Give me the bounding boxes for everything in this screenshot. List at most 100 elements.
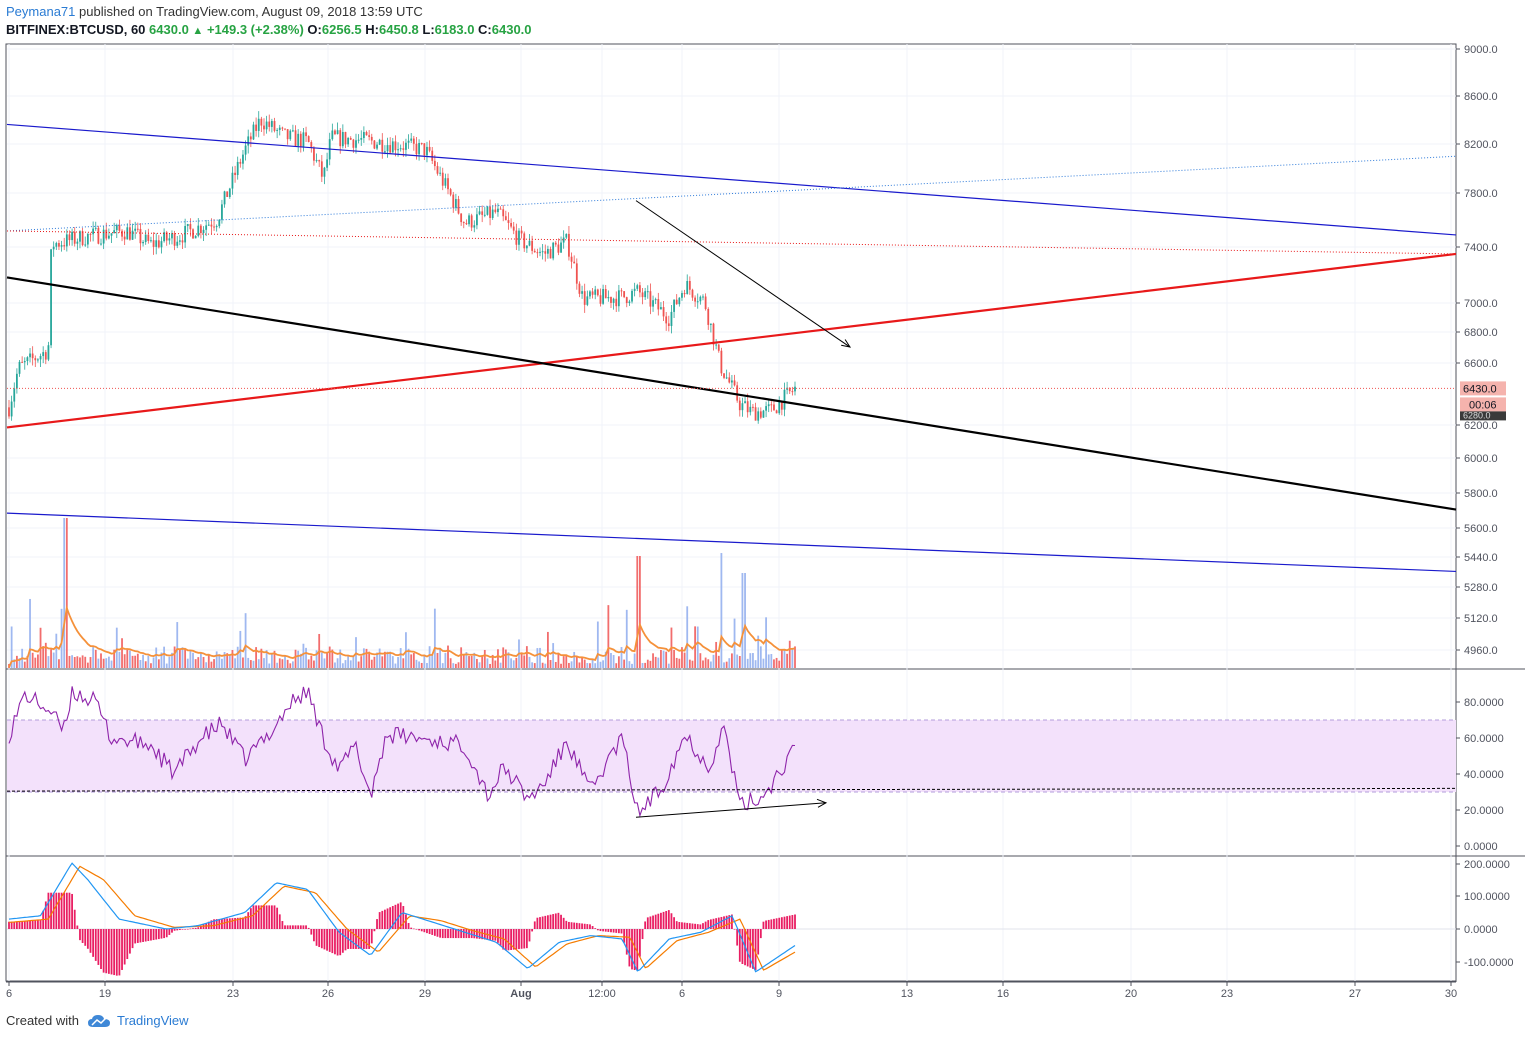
macd-histogram-bar — [581, 923, 583, 929]
volume-bar — [123, 654, 126, 668]
volume-bar — [481, 655, 484, 668]
candle-body — [207, 224, 210, 226]
volume-bar — [617, 656, 620, 668]
volume-bar — [520, 652, 523, 668]
candle-body — [399, 148, 402, 150]
volume-bar — [767, 654, 770, 668]
rsi-tick-label: 80.0000 — [1464, 697, 1504, 709]
volume-bar — [707, 659, 710, 668]
candle-body — [510, 222, 512, 227]
candle-body — [599, 295, 602, 304]
candle-body — [699, 296, 702, 302]
candle-body — [723, 373, 725, 378]
candle-body — [199, 225, 202, 234]
volume-bar — [604, 651, 607, 668]
candle-body — [518, 230, 520, 245]
volume-bar — [273, 650, 276, 668]
candle-body — [673, 299, 675, 312]
candle-body — [362, 132, 365, 139]
candle-body — [641, 292, 644, 298]
volume-bar — [686, 606, 689, 668]
volume-bar — [131, 655, 134, 668]
volume-bar — [168, 656, 171, 668]
macd-histogram-bar — [454, 929, 457, 939]
candle-body — [221, 204, 223, 220]
candle-body — [620, 290, 623, 292]
volume-bar — [368, 651, 371, 668]
macd-histogram-bar — [315, 929, 318, 946]
volume-bar — [205, 662, 208, 668]
macd-histogram-bar — [55, 892, 58, 929]
volume-bar — [554, 661, 557, 668]
volume-bar — [786, 653, 789, 668]
macd-histogram-bar — [476, 929, 478, 939]
macd-histogram-bar — [420, 929, 423, 932]
macd-histogram-bar — [612, 929, 615, 933]
macd-histogram-bar — [10, 921, 13, 929]
price-tick-label: 4960.0 — [1464, 645, 1498, 657]
volume-bar — [144, 661, 147, 668]
macd-histogram-bar — [50, 892, 52, 929]
macd-histogram-bar — [373, 929, 376, 932]
candle-body — [320, 161, 323, 177]
volume-bar — [10, 626, 13, 668]
candle-body — [575, 263, 578, 284]
candle-body — [615, 298, 618, 307]
macd-histogram-bar — [257, 905, 260, 929]
candle-body — [617, 290, 620, 307]
macd-histogram-bar — [165, 929, 168, 938]
candle-body — [39, 356, 42, 360]
macd-histogram-bar — [402, 906, 405, 929]
volume-bar — [570, 661, 573, 668]
volume-bar — [165, 663, 168, 668]
macd-histogram-bar — [152, 929, 155, 941]
candle-body — [31, 353, 34, 359]
macd-histogram-bar — [491, 929, 494, 941]
macd-histogram-bar — [236, 917, 239, 929]
macd-histogram-bar — [39, 919, 42, 929]
candle-body — [715, 344, 718, 346]
candle-body — [270, 121, 273, 127]
candle-body — [662, 307, 665, 317]
candle-body — [754, 407, 757, 421]
volume-bar — [299, 653, 302, 668]
macd-histogram-bar — [436, 929, 439, 937]
candle-body — [94, 227, 97, 229]
candle-body — [568, 233, 570, 257]
candle-body — [794, 386, 796, 392]
candle-body — [37, 359, 39, 361]
candle-body — [746, 401, 749, 413]
author-link[interactable]: Peymana71 — [6, 4, 76, 19]
volume-bar — [89, 657, 92, 668]
candle-body — [683, 293, 686, 295]
volume-bar — [420, 662, 423, 668]
candle-body — [89, 233, 92, 235]
volume-bar — [549, 660, 552, 668]
symbol-name[interactable]: BITFINEX:BTCUSD, 60 — [6, 22, 146, 37]
macd-histogram-bar — [276, 907, 279, 929]
macd-tick-label: 200.0000 — [1464, 859, 1510, 871]
candle-body — [368, 135, 371, 137]
volume-bar — [47, 656, 50, 668]
volume-bar — [252, 660, 255, 668]
candle-body — [504, 216, 507, 221]
candle-body — [767, 404, 770, 407]
candle-body — [276, 129, 279, 131]
candle-body — [412, 138, 415, 144]
candle-body — [121, 230, 123, 237]
candle-body — [728, 377, 731, 383]
hidden-price-badge — [1460, 411, 1506, 421]
volume-bar — [775, 657, 778, 668]
candle-body — [105, 229, 108, 239]
macd-histogram-bar — [636, 929, 639, 971]
macd-histogram-bar — [273, 905, 276, 929]
macd-histogram-bar — [184, 929, 187, 930]
macd-histogram-bar — [118, 929, 121, 976]
volume-bar — [560, 663, 562, 668]
tradingview-link[interactable]: TradingView — [116, 1013, 189, 1028]
macd-histogram-bar — [129, 929, 131, 954]
macd-histogram-bar — [699, 924, 702, 929]
volume-bar — [704, 657, 707, 668]
macd-histogram-bar — [465, 929, 468, 939]
